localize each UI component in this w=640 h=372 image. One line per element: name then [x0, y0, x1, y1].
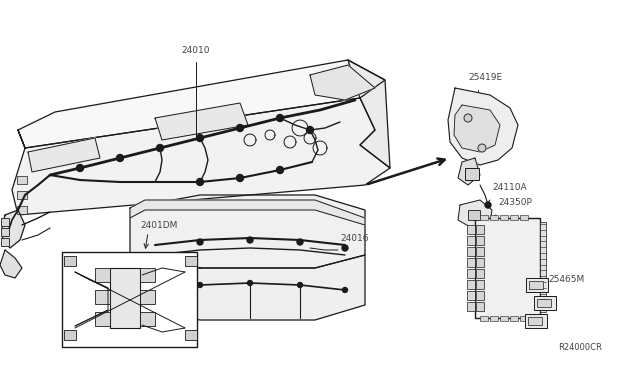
Bar [140, 268, 155, 282]
Circle shape [307, 126, 314, 134]
Circle shape [247, 237, 253, 243]
Polygon shape [454, 105, 500, 152]
Bar [62, 252, 197, 347]
Bar [500, 316, 508, 321]
Text: 25419E: 25419E [468, 73, 502, 82]
Bar [476, 247, 484, 256]
Bar [500, 215, 508, 220]
Bar [185, 330, 197, 340]
Bar [1, 238, 9, 246]
Circle shape [298, 282, 303, 288]
Bar [467, 269, 475, 278]
Bar [110, 268, 140, 328]
Bar [64, 330, 76, 340]
Bar [476, 236, 484, 245]
Bar [490, 215, 498, 220]
Bar [534, 296, 556, 310]
Polygon shape [0, 250, 22, 278]
Circle shape [485, 202, 491, 208]
Polygon shape [130, 200, 365, 225]
Polygon shape [155, 103, 248, 140]
Polygon shape [310, 65, 375, 100]
Polygon shape [28, 138, 100, 172]
Text: 24010: 24010 [182, 46, 211, 55]
Polygon shape [130, 255, 365, 320]
Bar [467, 258, 475, 267]
Bar [480, 316, 488, 321]
Text: 25465M: 25465M [548, 275, 584, 284]
Bar [537, 299, 551, 307]
Text: 24016: 24016 [340, 234, 369, 243]
Circle shape [198, 282, 202, 288]
Bar [520, 316, 528, 321]
Bar [476, 225, 484, 234]
Bar [528, 317, 542, 325]
Circle shape [77, 164, 83, 171]
Bar [510, 215, 518, 220]
Bar [475, 218, 540, 318]
Bar [525, 314, 547, 328]
Bar [140, 290, 155, 304]
Bar [467, 247, 475, 256]
Circle shape [464, 114, 472, 122]
Circle shape [248, 280, 253, 285]
Text: 24350P: 24350P [498, 198, 532, 207]
Polygon shape [2, 210, 25, 248]
Bar [520, 215, 528, 220]
Polygon shape [458, 200, 492, 228]
Bar [17, 176, 27, 184]
Bar [140, 312, 155, 326]
Bar [467, 225, 475, 234]
Text: 2401DM: 2401DM [140, 221, 177, 230]
Bar [526, 278, 548, 292]
Text: 24110A: 24110A [492, 183, 527, 192]
Bar [529, 281, 543, 289]
Polygon shape [12, 98, 390, 215]
Bar [17, 191, 27, 199]
Bar [465, 168, 479, 180]
Polygon shape [348, 60, 390, 168]
Circle shape [342, 288, 348, 292]
Circle shape [237, 125, 243, 131]
Circle shape [197, 239, 203, 245]
Bar [476, 280, 484, 289]
Bar [185, 256, 197, 266]
Bar [467, 280, 475, 289]
Circle shape [157, 144, 163, 151]
Bar [1, 218, 9, 226]
Circle shape [342, 245, 348, 251]
Polygon shape [458, 158, 480, 185]
Circle shape [297, 239, 303, 245]
Circle shape [196, 179, 204, 186]
Bar [540, 222, 546, 312]
Polygon shape [130, 195, 365, 268]
Circle shape [276, 115, 284, 122]
Bar [17, 206, 27, 214]
Bar [467, 236, 475, 245]
Bar [480, 215, 488, 220]
Bar [476, 291, 484, 300]
Bar [95, 268, 110, 282]
Bar [468, 210, 480, 220]
Bar [467, 291, 475, 300]
Bar [95, 290, 110, 304]
Polygon shape [448, 88, 518, 165]
Circle shape [478, 144, 486, 152]
Bar [95, 312, 110, 326]
Polygon shape [18, 60, 385, 148]
Bar [490, 316, 498, 321]
Bar [64, 256, 76, 266]
Circle shape [276, 167, 284, 173]
Text: R24000CR: R24000CR [558, 343, 602, 352]
Circle shape [196, 135, 204, 141]
Circle shape [237, 174, 243, 182]
Bar [1, 228, 9, 236]
Bar [476, 302, 484, 311]
Bar [467, 302, 475, 311]
Circle shape [116, 154, 124, 161]
Bar [510, 316, 518, 321]
Bar [476, 258, 484, 267]
Bar [476, 269, 484, 278]
